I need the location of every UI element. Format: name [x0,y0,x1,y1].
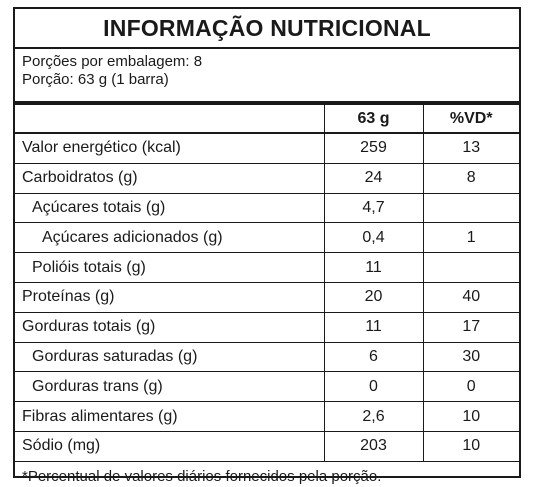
table-row: Gorduras saturadas (g) 6 30 [15,342,519,373]
nutrient-daily-value: 10 [422,401,519,432]
header-amount: 63 g [323,105,423,134]
table-row: Açúcares totais (g) 4,7 [15,193,519,224]
table-row: Proteínas (g) 20 40 [15,282,519,313]
nutrient-amount: 11 [323,252,423,283]
nutrient-name: Carboidratos (g) [15,163,324,194]
footnote: *Percentual de valores diários fornecido… [22,467,382,485]
nutrient-amount: 20 [323,282,423,313]
nutrient-amount: 6 [323,342,423,373]
nutrient-name: Açúcares totais (g) [15,193,324,224]
table-row: Carboidratos (g) 24 8 [15,163,519,194]
nutrient-amount: 259 [323,133,423,164]
nutrition-facts-panel: INFORMAÇÃO NUTRICIONAL Porções por embal… [13,7,521,485]
servings-per-package: Porções por embalagem: 8 [22,53,203,70]
nutrient-name: Fibras alimentares (g) [15,401,324,432]
label-title: INFORMAÇÃO NUTRICIONAL [15,9,519,49]
nutrient-daily-value: 30 [422,342,519,373]
nutrient-amount: 203 [323,431,423,462]
table-row: Gorduras trans (g) 0 0 [15,371,519,403]
nutrient-name: Gorduras trans (g) [15,371,324,403]
nutrient-table: 63 g %VD* Valor energético (kcal) 259 13… [15,105,519,462]
table-row: Açúcares adicionados (g) 0,4 1 [15,222,519,254]
nutrient-name: Açúcares adicionados (g) [15,222,324,254]
nutrient-amount: 11 [323,312,423,343]
header-daily-value: %VD* [422,105,519,134]
nutrient-daily-value: 10 [422,431,519,462]
nutrient-amount: 0,4 [323,222,423,254]
thick-divider [15,101,519,105]
nutrient-name: Proteínas (g) [15,282,324,313]
nutrient-name: Valor energético (kcal) [15,133,324,164]
nutrient-daily-value: 17 [422,312,519,343]
nutrient-daily-value [422,252,519,283]
serving-info: Porções por embalagem: 8 Porção: 63 g (1… [15,49,519,101]
header-blank-cell [15,105,324,134]
nutrient-daily-value: 0 [422,371,519,403]
nutrient-daily-value: 1 [422,222,519,254]
nutrient-amount: 2,6 [323,401,423,432]
nutrient-name: Polióis totais (g) [15,252,324,283]
table-row: Gorduras totais (g) 11 17 [15,312,519,343]
nutrient-name: Gorduras saturadas (g) [15,342,324,373]
nutrient-name: Sódio (mg) [15,431,324,462]
table-row: Fibras alimentares (g) 2,6 10 [15,401,519,432]
nutrient-daily-value: 40 [422,282,519,313]
nutrient-daily-value: 8 [422,163,519,194]
nutrient-name: Gorduras totais (g) [15,312,324,343]
nutrient-daily-value [422,193,519,224]
table-row: Valor energético (kcal) 259 13 [15,133,519,164]
nutrient-amount: 4,7 [323,193,423,224]
nutrient-daily-value: 13 [422,133,519,164]
nutrient-amount: 0 [323,371,423,403]
nutrient-amount: 24 [323,163,423,194]
table-row: Sódio (mg) 203 10 [15,431,519,462]
table-header-row: 63 g %VD* [15,105,519,134]
serving-size: Porção: 63 g (1 barra) [22,71,169,88]
table-row: Polióis totais (g) 11 [15,252,519,283]
